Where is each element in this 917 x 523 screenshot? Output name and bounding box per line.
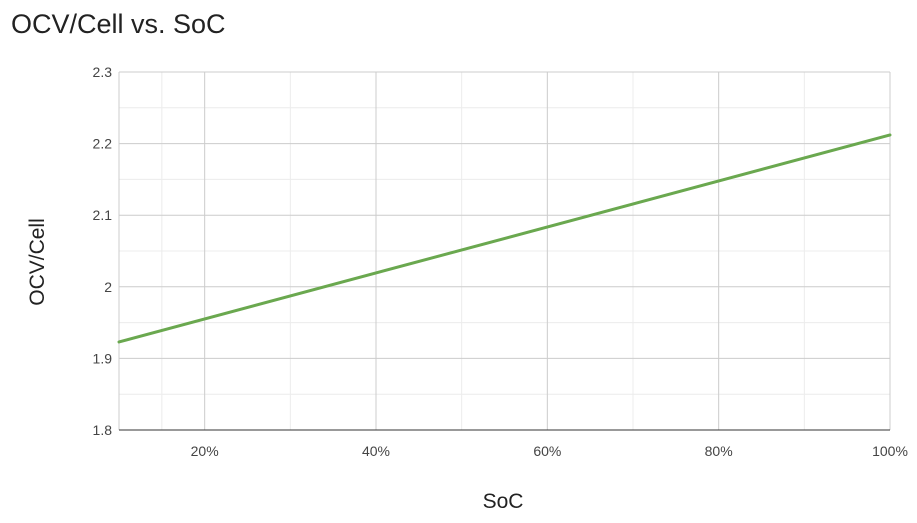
x-tick-label: 60% [533,443,561,459]
x-tick-label: 20% [191,443,219,459]
grid [119,71,891,431]
x-tick-label: 40% [362,443,390,459]
series-line-0 [117,133,892,344]
y-tick-label: 2.3 [93,64,113,80]
y-tick-label: 1.8 [93,422,113,438]
x-tick-label: 80% [705,443,733,459]
y-tick-label: 2.2 [93,136,113,152]
axes [118,72,890,431]
chart-title: OCV/Cell vs. SoC [11,9,226,39]
y-tick-label: 1.9 [93,350,113,366]
x-tick-label: 100% [872,443,908,459]
y-tick-label: 2.1 [93,207,113,223]
y-tick-label: 2 [104,279,112,295]
series-layer [117,133,892,344]
x-axis-label: SoC [482,490,524,513]
tick-labels: 1.8 1.9 2 2.1 2.2 2.3 20% 40% 60% 80% 100% [93,64,908,459]
